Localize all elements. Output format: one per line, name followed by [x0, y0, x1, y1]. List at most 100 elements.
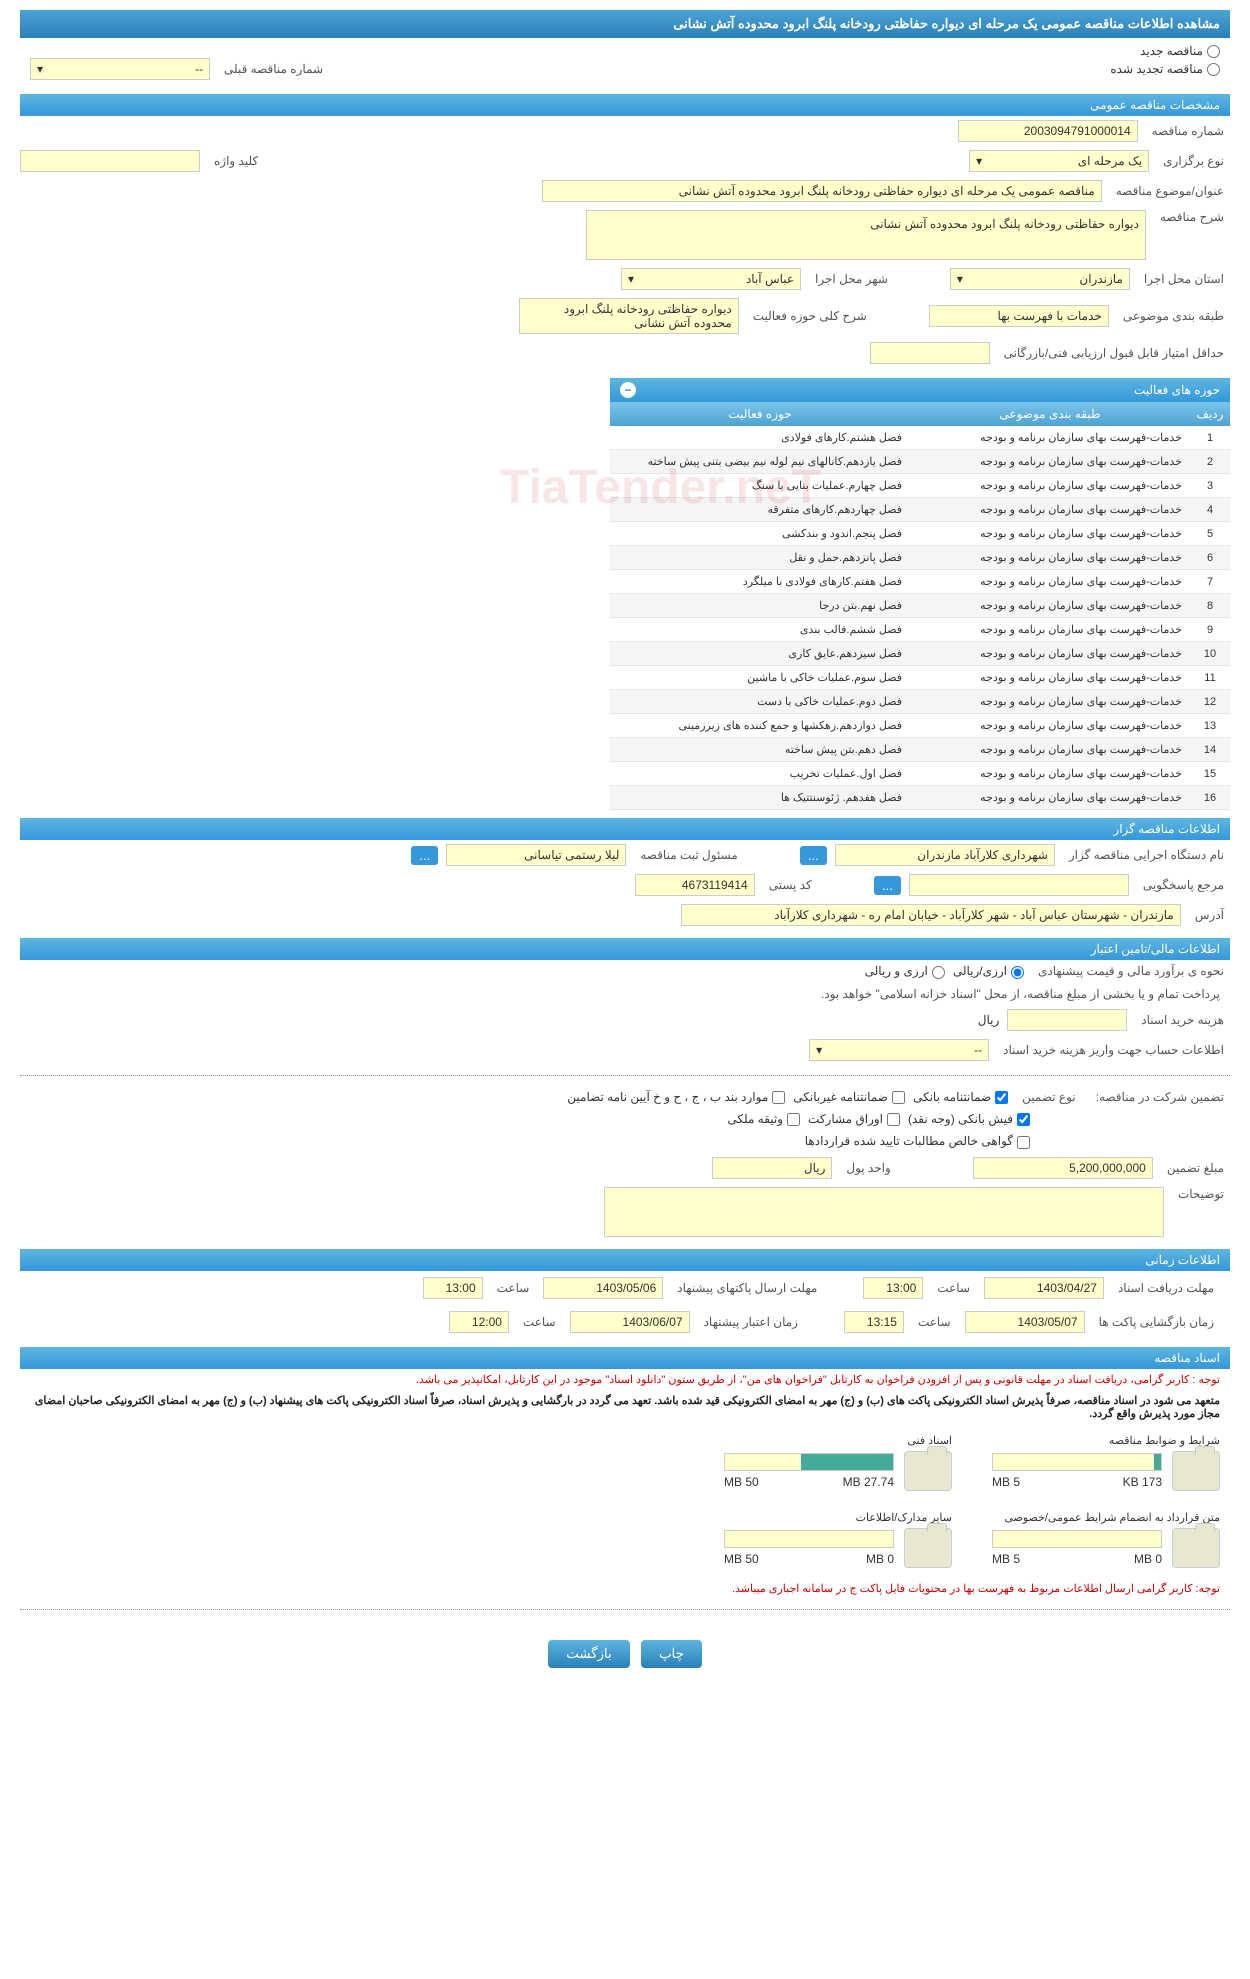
est-label: نحوه ی برآورد مالی و قیمت پیشنهادی	[1032, 964, 1230, 978]
chk-fish[interactable]: فیش بانکی (وجه نقد)	[908, 1112, 1030, 1126]
amount-field: 5,200,000,000	[973, 1157, 1153, 1179]
table-row: 13خدمات-فهرست بهای سازمان برنامه و بودجه…	[610, 714, 1230, 738]
amount-label: مبلغ تضمین	[1161, 1161, 1230, 1175]
table-row: 15خدمات-فهرست بهای سازمان برنامه و بودجه…	[610, 762, 1230, 786]
folder-icon[interactable]	[904, 1528, 952, 1568]
section-organizer: اطلاعات مناقصه گزار	[20, 818, 1230, 840]
activity-table-title: حوزه های فعالیت	[1134, 383, 1220, 397]
exec-browse-button[interactable]: ...	[800, 846, 827, 865]
table-row: 16خدمات-فهرست بهای سازمان برنامه و بودجه…	[610, 786, 1230, 810]
radio-arzi-o-riali[interactable]: ارزی و ریالی	[865, 964, 945, 978]
d3-progress	[992, 1530, 1162, 1548]
tender-type-radio-group: مناقصه جدید مناقصه تجدید شده شماره مناقص…	[20, 38, 1230, 86]
validity-label: زمان اعتبار پیشنهاد	[698, 1315, 804, 1329]
desc-label: شرح مناقصه	[1154, 210, 1230, 224]
d2-used: 27.74 MB	[843, 1475, 894, 1489]
city-select[interactable]: عباس آباد	[621, 268, 801, 290]
pkg-deadline-label: مهلت ارسال پاکتهای پیشنهاد	[671, 1281, 823, 1295]
table-row: 8خدمات-فهرست بهای سازمان برنامه و بودجهف…	[610, 594, 1230, 618]
tender-no-field: 2003094791000014	[958, 120, 1138, 142]
province-select[interactable]: مازندران	[950, 268, 1130, 290]
col-act: حوزه فعالیت	[610, 402, 910, 426]
d1-total: 5 MB	[992, 1475, 1020, 1489]
desc-field[interactable]: دیواره حفاظتی رودخانه پلنگ ابرود محدوده …	[586, 210, 1146, 260]
tender-no-label: شماره مناقصه	[1146, 124, 1230, 138]
folder-icon[interactable]	[1172, 1451, 1220, 1491]
unit-field: ریال	[712, 1157, 832, 1179]
table-row: 5خدمات-فهرست بهای سازمان برنامه و بودجهف…	[610, 522, 1230, 546]
registrar-field: لیلا رستمی تیاسانی	[446, 844, 626, 866]
chk-nonbank[interactable]: ضمانتنامه غیربانکی	[793, 1090, 905, 1104]
separator	[20, 1075, 1230, 1076]
subject-field: مناقصه عمومی یک مرحله ای دیواره حفاظتی ر…	[542, 180, 1102, 202]
table-row: 14خدمات-فهرست بهای سازمان برنامه و بودجه…	[610, 738, 1230, 762]
min-score-field[interactable]	[870, 342, 990, 364]
min-score-label: حداقل امتیاز قابل قبول ارزیابی فنی/بازرگ…	[998, 346, 1230, 360]
table-row: 12خدمات-فهرست بهای سازمان برنامه و بودجه…	[610, 690, 1230, 714]
hold-type-select[interactable]: یک مرحله ای	[969, 150, 1149, 172]
activity-table: حوزه های فعالیت − ردیف طبقه بندی موضوعی …	[610, 378, 1230, 810]
ref-browse-button[interactable]: ...	[874, 876, 901, 895]
table-row: 2خدمات-فهرست بهای سازمان برنامه و بودجهف…	[610, 450, 1230, 474]
category-label: طبقه بندی موضوعی	[1117, 309, 1230, 323]
section-documents: اسناد مناقصه	[20, 1347, 1230, 1369]
city-label: شهر محل اجرا	[809, 272, 894, 286]
d3-label: متن قرارداد به انضمام شرایط عمومی/خصوصی	[992, 1511, 1220, 1524]
table-row: 1خدمات-فهرست بهای سازمان برنامه و بودجهف…	[610, 426, 1230, 450]
separator	[20, 1609, 1230, 1610]
section-financial: اطلاعات مالی/تامین اعتبار	[20, 938, 1230, 960]
notes-label: توضیحات	[1172, 1187, 1230, 1201]
doc-deadline-time: 13:00	[863, 1277, 923, 1299]
fee-field[interactable]	[1007, 1009, 1127, 1031]
radio-arzi-riali[interactable]: ارزی/ریالی	[953, 964, 1024, 978]
address-field: مازندران - شهرستان عباس آباد - شهر کلارآ…	[681, 904, 1181, 926]
folder-icon[interactable]	[904, 1451, 952, 1491]
doc-footer-notice: توجه: کاربر گرامی ارسال اطلاعات مربوط به…	[20, 1578, 1230, 1599]
open-date: 1403/05/07	[965, 1311, 1085, 1333]
collapse-icon[interactable]: −	[620, 382, 636, 398]
ref-field[interactable]	[909, 874, 1129, 896]
chk-bank[interactable]: ضمانتنامه بانکی	[913, 1090, 1008, 1104]
d2-label: اسناد فنی	[724, 1434, 952, 1447]
section-general: مشخصات مناقصه عمومی	[20, 94, 1230, 116]
validity-date: 1403/06/07	[570, 1311, 690, 1333]
radio-renewed-tender[interactable]: مناقصه تجدید شده	[1110, 62, 1220, 76]
chk-contract[interactable]: گواهی خالص مطالبات تایید شده قراردادها	[805, 1134, 1030, 1148]
keyword-label: کلید واژه	[208, 154, 264, 168]
payment-note: پرداخت تمام و یا بخشی از مبلغ مناقصه، از…	[821, 987, 1230, 1001]
g-type-label: نوع تضمین	[1016, 1090, 1081, 1104]
d4-used: 0 MB	[866, 1552, 894, 1566]
d1-used: 173 KB	[1123, 1475, 1162, 1489]
table-row: 7خدمات-فهرست بهای سازمان برنامه و بودجهف…	[610, 570, 1230, 594]
d1-progress	[992, 1453, 1162, 1471]
chk-bonds[interactable]: اوراق مشارکت	[808, 1112, 900, 1126]
d4-progress	[724, 1530, 894, 1548]
subject-label: عنوان/موضوع مناقصه	[1110, 184, 1230, 198]
notes-field[interactable]	[604, 1187, 1164, 1237]
chk-estate[interactable]: وثیقه ملکی	[727, 1112, 800, 1126]
keyword-field[interactable]	[20, 150, 200, 172]
account-label: اطلاعات حساب جهت واریز هزینه خرید اسناد	[997, 1043, 1230, 1057]
registrar-browse-button[interactable]: ...	[411, 846, 438, 865]
prev-tender-no-select[interactable]: --	[30, 58, 210, 80]
radio-new-tender[interactable]: مناقصه جدید	[1140, 44, 1220, 58]
print-button[interactable]: چاپ	[641, 1640, 702, 1668]
prev-tender-no-label: شماره مناقصه قبلی	[218, 62, 329, 76]
fee-label: هزینه خرید اسناد	[1135, 1013, 1230, 1027]
chk-items[interactable]: موارد بند ب ، ج ، ح و خ آیین نامه تضامین	[567, 1090, 785, 1104]
d4-total: 50 MB	[724, 1552, 759, 1566]
doc-deadline-label: مهلت دریافت اسناد	[1112, 1281, 1220, 1295]
province-label: استان محل اجرا	[1138, 272, 1230, 286]
folder-icon[interactable]	[1172, 1528, 1220, 1568]
validity-time: 12:00	[449, 1311, 509, 1333]
category-field: خدمات با فهرست بها	[929, 305, 1109, 327]
account-select[interactable]: --	[809, 1039, 989, 1061]
back-button[interactable]: بازگشت	[548, 1640, 630, 1668]
pkg-deadline-time: 13:00	[423, 1277, 483, 1299]
d3-used: 0 MB	[1134, 1552, 1162, 1566]
activity-desc-field: دیواره حفاظتی رودخانه پلنگ ابرود محدوده …	[519, 298, 739, 334]
hold-type-label: نوع برگزاری	[1157, 154, 1230, 168]
registrar-label: مسئول ثبت مناقصه	[634, 848, 743, 862]
unit-label: واحد پول	[840, 1161, 896, 1175]
address-label: آدرس	[1189, 908, 1230, 922]
